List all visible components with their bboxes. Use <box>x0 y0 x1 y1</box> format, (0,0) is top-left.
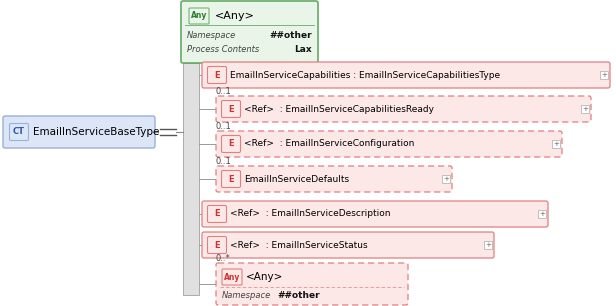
FancyBboxPatch shape <box>189 8 209 24</box>
Bar <box>442 175 450 183</box>
Text: EmailInServiceBaseType: EmailInServiceBaseType <box>33 127 160 137</box>
Text: 0..1: 0..1 <box>216 87 232 96</box>
Text: Any: Any <box>191 12 207 21</box>
FancyBboxPatch shape <box>216 263 408 305</box>
Text: EmailInServiceCapabilities : EmailInServiceCapabilitiesType: EmailInServiceCapabilities : EmailInServ… <box>230 70 500 80</box>
FancyBboxPatch shape <box>202 201 548 227</box>
Text: E: E <box>214 241 220 249</box>
Text: +: + <box>539 211 545 217</box>
Bar <box>484 241 492 249</box>
Text: +: + <box>443 176 449 182</box>
Bar <box>552 140 560 148</box>
FancyBboxPatch shape <box>222 170 240 188</box>
Text: +: + <box>485 242 491 248</box>
Text: +: + <box>553 141 559 147</box>
Text: E: E <box>214 70 220 80</box>
Text: <Ref>  : EmailInServiceConfiguration: <Ref> : EmailInServiceConfiguration <box>244 140 415 148</box>
Text: EmailInServiceDefaults: EmailInServiceDefaults <box>244 174 349 184</box>
Text: E: E <box>228 174 234 184</box>
FancyBboxPatch shape <box>208 66 227 84</box>
Text: <Ref>  : EmailInServiceDescription: <Ref> : EmailInServiceDescription <box>230 210 391 218</box>
FancyBboxPatch shape <box>216 131 562 157</box>
FancyBboxPatch shape <box>222 136 240 152</box>
Text: ##other: ##other <box>277 292 320 300</box>
FancyBboxPatch shape <box>202 62 610 88</box>
Text: 0..1: 0..1 <box>216 122 232 131</box>
FancyBboxPatch shape <box>216 96 591 122</box>
Bar <box>538 210 546 218</box>
Text: Lax: Lax <box>294 44 312 54</box>
FancyBboxPatch shape <box>222 269 242 285</box>
Text: <Any>: <Any> <box>246 272 283 282</box>
FancyBboxPatch shape <box>3 116 155 148</box>
Text: Any: Any <box>224 273 240 282</box>
Text: <Ref>  : EmailInServiceCapabilitiesReady: <Ref> : EmailInServiceCapabilitiesReady <box>244 105 434 114</box>
Text: E: E <box>228 140 234 148</box>
Text: Process Contents: Process Contents <box>187 44 259 54</box>
FancyBboxPatch shape <box>9 124 28 140</box>
Bar <box>581 105 589 113</box>
Text: Namespace: Namespace <box>222 292 271 300</box>
Text: Namespace: Namespace <box>187 31 237 39</box>
Text: 0..*: 0..* <box>216 254 231 263</box>
Text: CT: CT <box>13 128 25 136</box>
FancyBboxPatch shape <box>222 100 240 118</box>
Text: 0..1: 0..1 <box>216 157 232 166</box>
Text: E: E <box>228 105 234 114</box>
FancyBboxPatch shape <box>216 166 452 192</box>
Bar <box>183 63 199 295</box>
FancyBboxPatch shape <box>181 1 318 63</box>
FancyBboxPatch shape <box>202 232 494 258</box>
Text: +: + <box>601 72 607 78</box>
Text: <Ref>  : EmailInServiceStatus: <Ref> : EmailInServiceStatus <box>230 241 368 249</box>
FancyBboxPatch shape <box>208 206 227 222</box>
Text: +: + <box>582 106 588 112</box>
Text: <Any>: <Any> <box>215 11 255 21</box>
Text: ##other: ##other <box>269 31 312 39</box>
Bar <box>600 71 608 79</box>
Text: E: E <box>214 210 220 218</box>
FancyBboxPatch shape <box>208 237 227 253</box>
